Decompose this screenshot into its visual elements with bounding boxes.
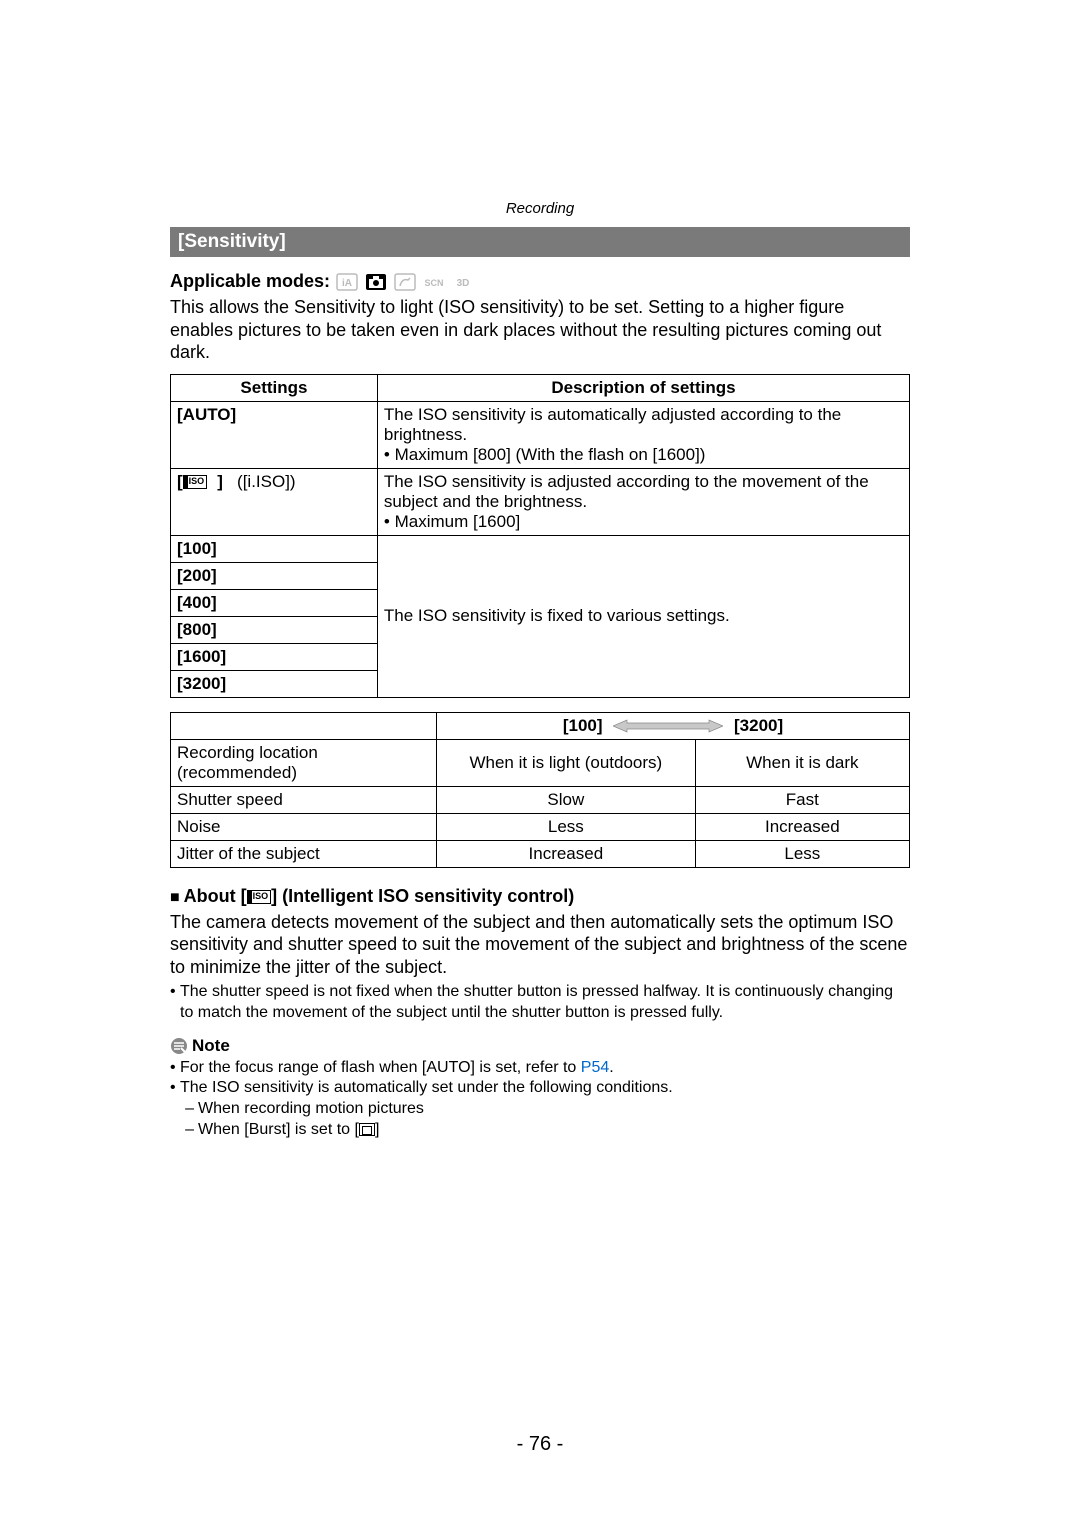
setting-400: [400]	[171, 589, 378, 616]
setting-iiso: [ISO] ([i.ISO])	[171, 468, 378, 535]
table-row: Jitter of the subject Increased Less	[171, 840, 910, 867]
applicable-modes: Applicable modes: iA SCN 3D	[170, 271, 910, 292]
setting-1600: [1600]	[171, 643, 378, 670]
iiso-desc-line1: The ISO sensitivity is adjusted accordin…	[384, 472, 869, 511]
setting-auto: [AUTO]	[171, 401, 378, 468]
applicable-modes-label: Applicable modes:	[170, 271, 330, 291]
about-heading: ■About [ISO] (Intelligent ISO sensitivit…	[170, 886, 910, 907]
compare-row-low: When it is light (outdoors)	[437, 739, 696, 786]
svg-text:SCN: SCN	[425, 278, 444, 288]
table-row: Shutter speed Slow Fast	[171, 786, 910, 813]
setting-200: [200]	[171, 562, 378, 589]
about-bullet-1: The shutter speed is not fixed when the …	[180, 982, 910, 1024]
burst-icon	[359, 1123, 375, 1136]
compare-row-low: Slow	[437, 786, 696, 813]
link-p54[interactable]: P54	[581, 1059, 609, 1076]
compare-row-label: Jitter of the subject	[171, 840, 437, 867]
description-header: Description of settings	[377, 374, 909, 401]
setting-100: [100]	[171, 535, 378, 562]
compare-row-high: Less	[695, 840, 909, 867]
note-heading: Note	[170, 1036, 910, 1056]
settings-header: Settings	[171, 374, 378, 401]
table-row: Noise Less Increased	[171, 813, 910, 840]
iiso-icon: ISO	[247, 890, 272, 904]
svg-text:iA: iA	[342, 278, 352, 289]
compare-high: [3200]	[734, 716, 783, 735]
intro-text: This allows the Sensitivity to light (IS…	[170, 296, 910, 364]
mode-ia-icon: iA	[336, 273, 358, 291]
page-number: - 76 -	[0, 1433, 1080, 1456]
compare-table: [100] [3200] Recording location (recomme…	[170, 712, 910, 868]
category-header: Recording	[170, 200, 910, 217]
table-row: Recording location (recommended) When it…	[171, 739, 910, 786]
settings-table: Settings Description of settings [AUTO] …	[170, 374, 910, 698]
compare-row-high: When it is dark	[695, 739, 909, 786]
compare-row-label: Recording location (recommended)	[171, 739, 437, 786]
compare-row-high: Fast	[695, 786, 909, 813]
setting-3200: [3200]	[171, 670, 378, 697]
mode-creative-icon	[394, 273, 416, 291]
about-heading-suffix: ] (Intelligent ISO sensitivity control)	[271, 886, 574, 906]
compare-row-label: Noise	[171, 813, 437, 840]
note-1: For the focus range of flash when [AUTO]…	[180, 1058, 614, 1079]
about-bullets: •The shutter speed is not fixed when the…	[170, 982, 910, 1024]
auto-desc-line2: Maximum [800] (With the flash on [1600])	[395, 445, 706, 464]
setting-fixed-desc: The ISO sensitivity is fixed to various …	[377, 535, 909, 697]
compare-row-low: Less	[437, 813, 696, 840]
note-label: Note	[192, 1036, 230, 1055]
svg-text:3D: 3D	[457, 278, 470, 289]
setting-iiso-desc: The ISO sensitivity is adjusted accordin…	[377, 468, 909, 535]
compare-low: [100]	[563, 716, 603, 735]
note-2b: When [Burst] is set to []	[198, 1120, 379, 1141]
compare-row-low: Increased	[437, 840, 696, 867]
note-icon	[170, 1037, 188, 1055]
setting-800: [800]	[171, 616, 378, 643]
about-body: The camera detects movement of the subje…	[170, 911, 910, 979]
note-2: The ISO sensitivity is automatically set…	[180, 1078, 673, 1099]
compare-row-label: Shutter speed	[171, 786, 437, 813]
setting-auto-desc: The ISO sensitivity is automatically adj…	[377, 401, 909, 468]
iiso-label: ([i.ISO])	[237, 472, 296, 491]
section-title: [Sensitivity]	[170, 227, 910, 257]
mode-camera-icon	[365, 273, 387, 291]
note-2a: When recording motion pictures	[198, 1099, 424, 1120]
mode-3d-icon: 3D	[452, 273, 474, 291]
note-list: •For the focus range of flash when [AUTO…	[170, 1058, 910, 1141]
compare-header: [100] [3200]	[437, 712, 910, 739]
compare-row-high: Increased	[695, 813, 909, 840]
iiso-icon: ISO	[183, 475, 208, 489]
auto-desc-line1: The ISO sensitivity is automatically adj…	[384, 405, 841, 444]
mode-scn-icon: SCN	[423, 273, 445, 291]
about-heading-prefix: About [	[184, 886, 247, 906]
double-arrow-icon	[613, 719, 723, 733]
iiso-desc-line2: Maximum [1600]	[395, 512, 521, 531]
